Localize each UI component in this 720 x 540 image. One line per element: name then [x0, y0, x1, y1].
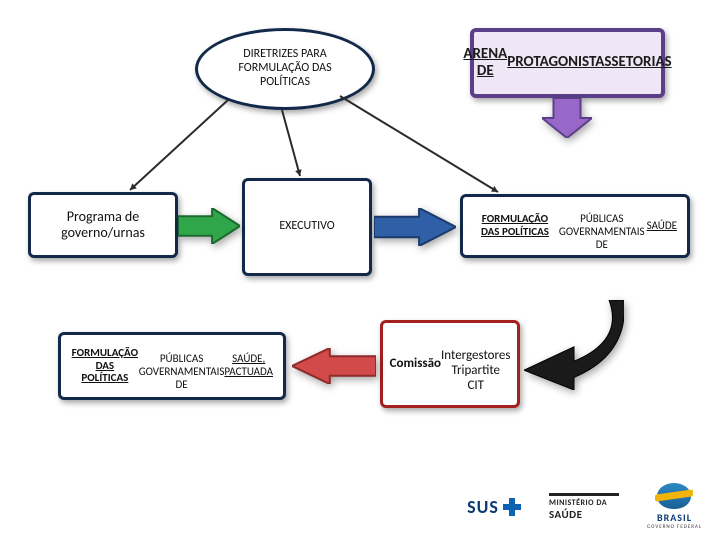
brasil-text: BRASIL	[657, 511, 692, 524]
footer-logos: SUS MINISTÉRIO DA SAÚDE BRASIL GOVERNO F…	[467, 483, 702, 530]
node-programa: Programa degoverno/urnas	[28, 192, 178, 258]
connector-line-3	[334, 90, 504, 198]
sus-text: SUS	[467, 496, 499, 518]
brasil-globe-icon	[657, 483, 691, 509]
ministerio-line2: SAÚDE	[549, 508, 583, 521]
arrow-curved-black	[524, 300, 624, 390]
connector-line-1	[124, 94, 234, 196]
arrow-left-red	[292, 348, 376, 384]
ministerio-bar-icon	[549, 493, 619, 496]
ministerio-logo: MINISTÉRIO DA SAÚDE	[549, 493, 619, 521]
node-formulacao-pactuada: FORMULAÇÃO DAS POLÍTICASPÚBLICAS GOVERNA…	[58, 332, 286, 400]
node-formulacao-saude: FORMULAÇÃO DAS POLÍTICASPÚBLICAS GOVERNA…	[460, 194, 690, 258]
arrow-right-green	[178, 208, 240, 244]
ministerio-line1: MINISTÉRIO DA	[549, 498, 607, 508]
arrow-down-purple	[542, 98, 592, 138]
sus-logo: SUS	[467, 496, 521, 518]
arrow-right-blue	[374, 208, 456, 246]
node-comissao: ComissãoIntergestoresTripartiteCIT	[380, 320, 520, 408]
node-arena: ARENA DEPROTAGONISTASSETORIAS	[470, 28, 665, 98]
sus-cross-icon	[503, 498, 521, 516]
connector-line-2	[276, 104, 306, 182]
brasil-logo: BRASIL GOVERNO FEDERAL	[647, 483, 702, 530]
brasil-sub: GOVERNO FEDERAL	[647, 524, 702, 530]
